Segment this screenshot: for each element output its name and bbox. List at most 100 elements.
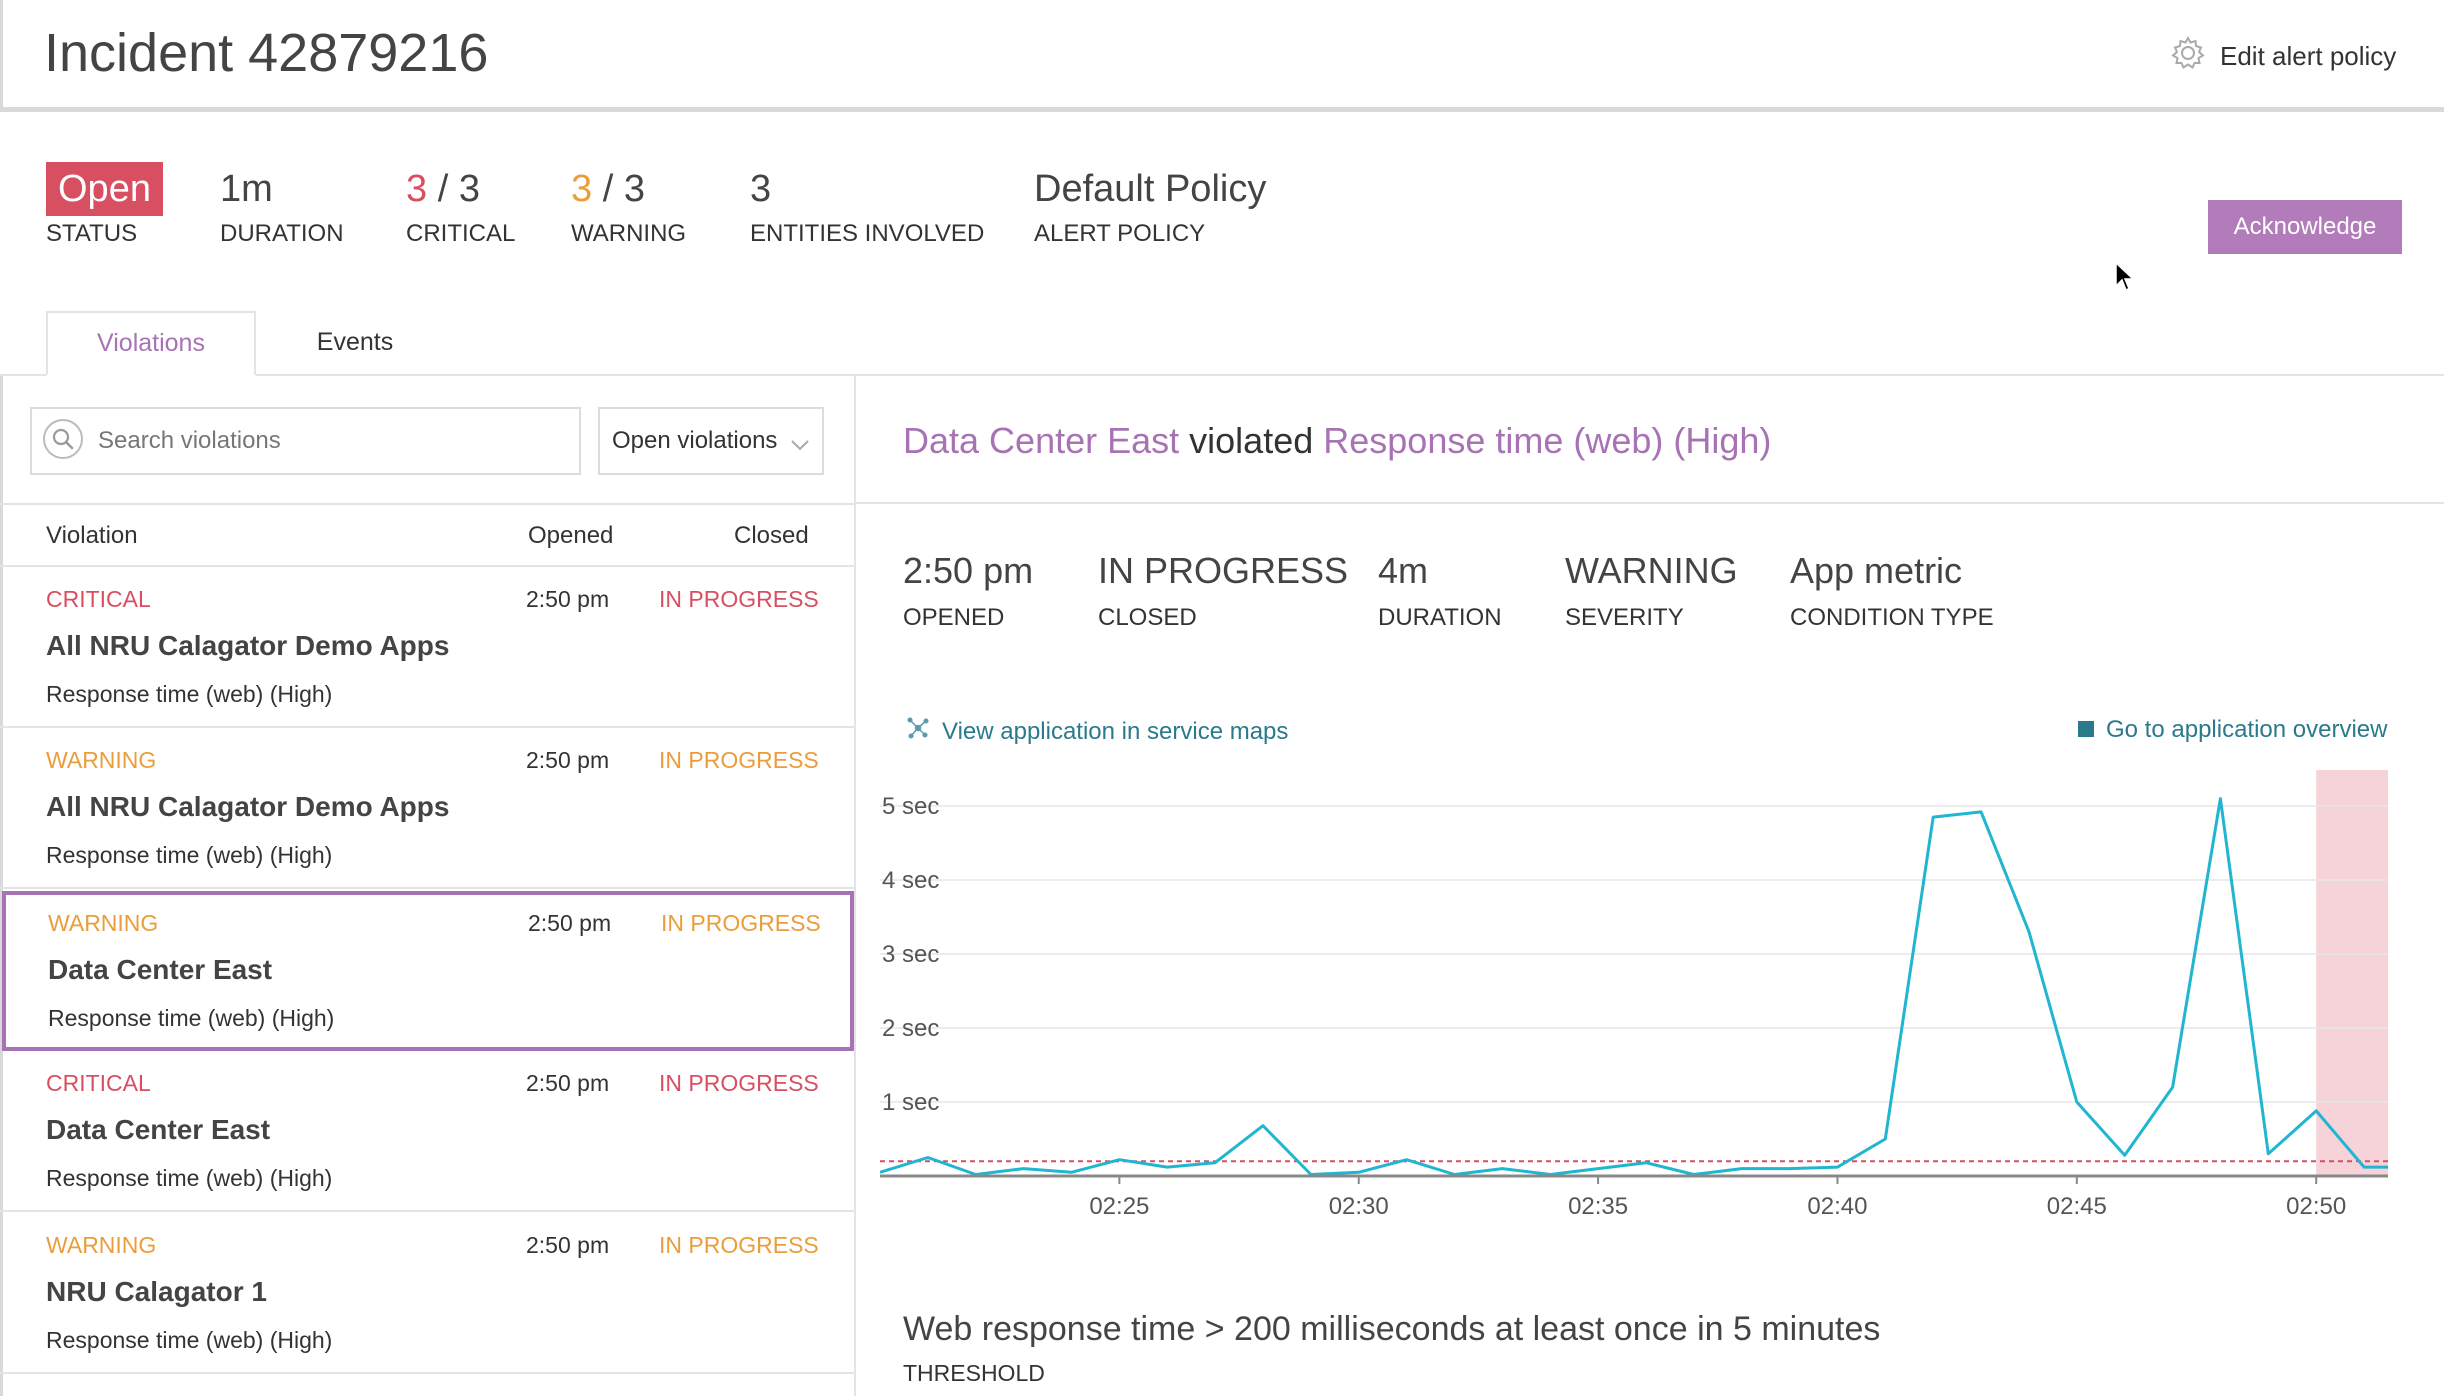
x-tick-label: 02:35	[1568, 1193, 1628, 1220]
y-tick-label: 2 sec	[882, 1015, 939, 1042]
threshold-description: Web response time > 200 milliseconds at …	[903, 1310, 1881, 1348]
tabs-divider	[0, 374, 2444, 376]
violation-row[interactable]: WARNING 2:50 pm IN PROGRESS NRU Calagato…	[0, 1213, 854, 1374]
condition-name: Response time (web) (High)	[46, 681, 333, 707]
detail-verb: violated	[1189, 420, 1314, 461]
threshold-label: THRESHOLD	[903, 1360, 1045, 1386]
violation-row-selected[interactable]: WARNING 2:50 pm IN PROGRESS Data Center …	[2, 891, 854, 1051]
warning-total: / 3	[602, 168, 645, 210]
opened-time: 2:50 pm	[526, 1070, 610, 1096]
x-tick-label: 02:50	[2286, 1193, 2346, 1220]
detail-closed-stat: IN PROGRESS CLOSED	[1098, 548, 1348, 632]
column-header-violation[interactable]: Violation	[46, 522, 138, 549]
application-overview-link[interactable]: Go to application overview	[2078, 716, 2387, 744]
closed-status: IN PROGRESS	[659, 586, 819, 612]
entity-name: Data Center East	[46, 1114, 271, 1145]
search-box[interactable]	[30, 407, 581, 475]
panel-divider	[854, 376, 856, 1396]
left-edge	[0, 376, 3, 1396]
condition-name: Response time (web) (High)	[46, 1165, 333, 1191]
service-maps-label: View application in service maps	[942, 717, 1289, 745]
detail-duration-value: 4m	[1378, 550, 1429, 591]
detail-severity-value: WARNING	[1565, 550, 1738, 591]
status-label: STATUS	[46, 220, 138, 247]
acknowledge-button[interactable]: Acknowledge	[2208, 200, 2402, 254]
detail-divider	[856, 502, 2444, 504]
response-time-line	[880, 797, 2388, 1176]
x-tick-label: 02:30	[1329, 1193, 1389, 1220]
condition-name: Response time (web) (High)	[46, 1327, 333, 1353]
edit-alert-policy-link[interactable]: Edit alert policy	[2170, 34, 2396, 78]
detail-title: Data Center East violated Response time …	[903, 420, 1771, 462]
condition-name: Response time (web) (High)	[48, 1005, 335, 1031]
edit-alert-policy-label: Edit alert policy	[2220, 40, 2397, 71]
detail-duration-stat: 4m DURATION	[1378, 548, 1502, 632]
y-tick-label: 5 sec	[882, 793, 939, 820]
critical-count: 3	[406, 168, 428, 210]
detail-severity-stat: WARNING SEVERITY	[1565, 548, 1738, 632]
y-tick-label: 3 sec	[882, 941, 939, 968]
application-overview-label: Go to application overview	[2106, 716, 2388, 743]
opened-time: 2:50 pm	[526, 747, 610, 773]
warning-stat: 3 / 3 WARNING	[571, 166, 686, 248]
detail-closed-label: CLOSED	[1098, 604, 1197, 631]
violation-row[interactable]: WARNING 2:50 pm IN PROGRESS All NRU Cala…	[0, 728, 854, 889]
duration-stat: 1m DURATION	[220, 166, 344, 248]
detail-opened-label: OPENED	[903, 604, 1005, 631]
violations-filter-select[interactable]: Open violations	[598, 407, 824, 475]
closed-status: IN PROGRESS	[659, 747, 819, 773]
condition-name: Response time (web) (High)	[46, 842, 333, 868]
search-input[interactable]	[96, 426, 556, 456]
entities-stat: 3 ENTITIES INVOLVED	[750, 166, 984, 248]
filter-value: Open violations	[612, 427, 778, 454]
response-time-chart: 1 sec 2 sec 3 sec 4 sec 5 sec 02:25 02:30 02:3…	[880, 770, 2389, 1220]
violation-row[interactable]: CRITICAL 2:50 pm IN PROGRESS Data Center…	[0, 1051, 854, 1212]
duration-value: 1m	[220, 168, 273, 210]
closed-status: IN PROGRESS	[661, 910, 821, 936]
policy-value: Default Policy	[1034, 168, 1267, 210]
page-header	[0, 0, 2444, 112]
x-tick-label: 02:25	[1089, 1193, 1149, 1220]
critical-total: / 3	[437, 168, 480, 210]
search-icon	[42, 418, 84, 465]
severity-label: WARNING	[48, 910, 159, 936]
column-header-closed[interactable]: Closed	[734, 522, 809, 549]
x-tick-label: 02:40	[1807, 1193, 1867, 1220]
detail-condition-link[interactable]: Response time (web) (High)	[1323, 420, 1772, 461]
closed-status: IN PROGRESS	[659, 1070, 819, 1096]
mouse-cursor-icon	[2115, 261, 2135, 297]
header-divider	[0, 565, 854, 567]
severity-label: CRITICAL	[46, 1070, 151, 1096]
severity-label: CRITICAL	[46, 586, 151, 612]
detail-condition-type-label: CONDITION TYPE	[1790, 604, 1994, 631]
critical-label: CRITICAL	[406, 220, 516, 247]
severity-label: WARNING	[46, 1232, 157, 1258]
column-header-opened[interactable]: Opened	[528, 522, 614, 549]
tab-events[interactable]: Events	[316, 328, 394, 356]
tab-violations[interactable]: Violations	[46, 311, 256, 376]
page-title: Incident 42879216	[44, 23, 489, 83]
entity-name: All NRU Calagator Demo Apps	[46, 791, 450, 822]
service-maps-link[interactable]: View application in service maps	[906, 716, 1288, 747]
detail-condition-type-value: App metric	[1790, 550, 1963, 591]
y-tick-label: 1 sec	[882, 1089, 939, 1116]
severity-label: WARNING	[46, 747, 157, 773]
list-divider	[0, 503, 854, 505]
violation-row[interactable]: CRITICAL 2:50 pm IN PROGRESS All NRU Cal…	[0, 567, 854, 728]
detail-closed-value: IN PROGRESS	[1098, 550, 1349, 591]
opened-time: 2:50 pm	[526, 586, 610, 612]
policy-label: ALERT POLICY	[1034, 220, 1206, 247]
closed-status: IN PROGRESS	[659, 1232, 819, 1258]
status-badge: Open	[46, 162, 163, 216]
policy-stat: Default Policy ALERT POLICY	[1034, 166, 1266, 248]
detail-entity-link[interactable]: Data Center East	[903, 420, 1180, 461]
opened-time: 2:50 pm	[526, 1232, 610, 1258]
entity-name: Data Center East	[48, 954, 273, 985]
y-tick-label: 4 sec	[882, 867, 939, 894]
entities-value: 3	[750, 168, 772, 210]
detail-opened-value: 2:50 pm	[903, 550, 1034, 591]
entity-name: NRU Calagator 1	[46, 1276, 267, 1307]
detail-opened-stat: 2:50 pm OPENED	[903, 548, 1033, 632]
chevron-down-icon	[790, 431, 810, 459]
violation-band	[2316, 770, 2388, 1176]
